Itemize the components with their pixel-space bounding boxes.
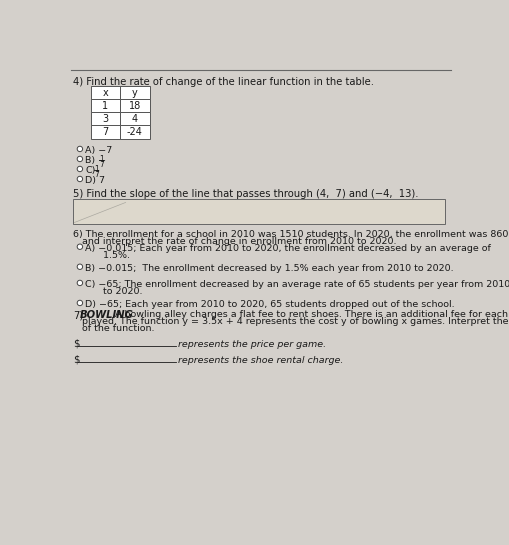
Text: A bowling alley charges a flat fee to rent shoes. There is an additional fee for: A bowling alley charges a flat fee to re… [111, 310, 509, 319]
Text: 4: 4 [132, 114, 138, 124]
Text: D) 7: D) 7 [86, 176, 105, 185]
Circle shape [77, 176, 82, 181]
Text: to 2020.: to 2020. [86, 287, 143, 296]
Text: 4) Find the rate of change of the linear function in the table.: 4) Find the rate of change of the linear… [73, 77, 374, 87]
Circle shape [77, 156, 82, 162]
Text: 1: 1 [94, 166, 99, 174]
Bar [120, 99, 150, 112]
Text: played. The function y = 3.5x + 4 represents the cost y of bowling x games. Inte: played. The function y = 3.5x + 4 repres… [73, 317, 509, 326]
Text: 1: 1 [99, 155, 104, 165]
Circle shape [77, 300, 82, 306]
Bar [120, 86, 150, 99]
Text: 1.5%.: 1.5%. [86, 251, 130, 260]
Text: 3: 3 [102, 114, 108, 124]
Circle shape [77, 280, 82, 286]
Text: 5) Find the slope of the line that passes through (4,  7) and (−4,  13).: 5) Find the slope of the line that passe… [73, 189, 418, 198]
Text: A) −0.015; Each year from 2010 to 2020, the enrollment decreased by an average o: A) −0.015; Each year from 2010 to 2020, … [86, 244, 491, 253]
Text: -24: -24 [127, 127, 143, 137]
Text: 18: 18 [129, 101, 141, 111]
Bar [91, 86, 120, 99]
Bar [73, 199, 445, 224]
Circle shape [77, 264, 82, 269]
Circle shape [77, 244, 82, 250]
Bar [91, 99, 120, 112]
Text: 7: 7 [94, 170, 99, 179]
Text: 7: 7 [99, 160, 104, 169]
Text: x: x [103, 88, 108, 98]
Text: 7): 7) [73, 310, 83, 320]
Circle shape [77, 166, 82, 172]
Text: and interpret the rate of change in enrollment from 2010 to 2020.: and interpret the rate of change in enro… [73, 237, 397, 246]
Text: B) −: B) − [86, 156, 106, 165]
Text: 1: 1 [102, 101, 108, 111]
Text: BOWLING: BOWLING [80, 310, 134, 320]
Bar [91, 112, 120, 125]
Text: 6) The enrollment for a school in 2010 was 1510 students. In 2020, the enrollmen: 6) The enrollment for a school in 2010 w… [73, 230, 509, 239]
Bar [120, 112, 150, 125]
Text: D) −65; Each year from 2010 to 2020, 65 students dropped out of the school.: D) −65; Each year from 2010 to 2020, 65 … [86, 300, 455, 309]
Text: $: $ [73, 339, 79, 349]
Bar [91, 125, 120, 138]
Text: C): C) [86, 166, 96, 175]
Text: represents the price per game.: represents the price per game. [178, 340, 326, 349]
Text: y: y [132, 88, 138, 98]
Text: of the function.: of the function. [73, 324, 154, 333]
Circle shape [77, 146, 82, 152]
Text: $: $ [73, 354, 79, 364]
Text: 7: 7 [102, 127, 108, 137]
Text: C) −65; The enrollment decreased by an average rate of 65 students per year from: C) −65; The enrollment decreased by an a… [86, 280, 509, 289]
Text: B) −0.015;  The enrollment decreased by 1.5% each year from 2010 to 2020.: B) −0.015; The enrollment decreased by 1… [86, 264, 454, 273]
Text: A) −7: A) −7 [86, 146, 112, 155]
Bar [120, 125, 150, 138]
Text: represents the shoe rental charge.: represents the shoe rental charge. [178, 356, 344, 365]
